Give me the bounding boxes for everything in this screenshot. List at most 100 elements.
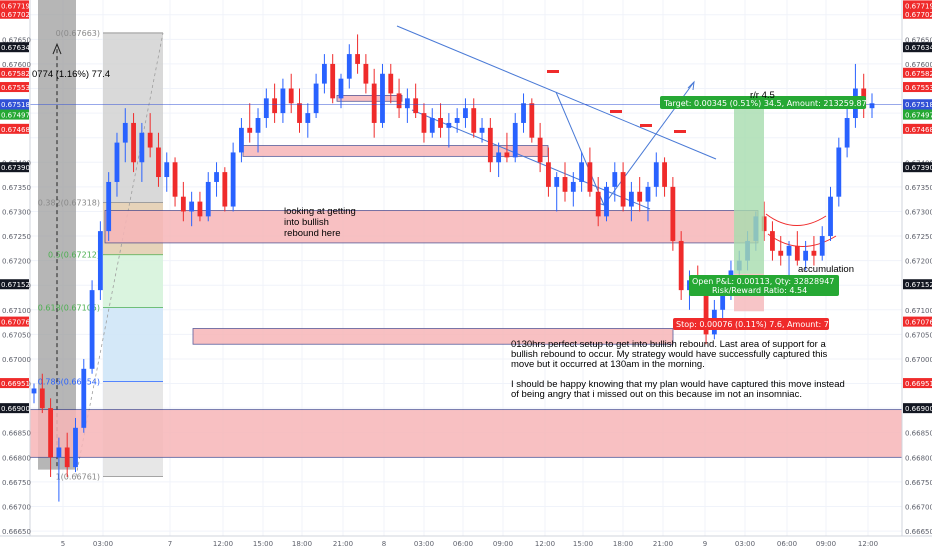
candle-body xyxy=(180,196,186,212)
price-tag: 0.67719 xyxy=(905,2,932,10)
time-tick: 06:00 xyxy=(777,540,797,548)
time-tick: 06:00 xyxy=(453,540,473,548)
price-tag: 0.67702 xyxy=(905,11,932,19)
time-tick: 09:00 xyxy=(816,540,836,548)
candle-body xyxy=(645,186,651,202)
open-pnl-label: Open P&L: 0.00113, Qty: 32828947 xyxy=(692,277,834,286)
price-tag-box xyxy=(0,0,29,11)
price-tag-box xyxy=(903,123,932,134)
time-tick: 12:00 xyxy=(858,540,878,548)
price-tag: 0.66900 xyxy=(905,405,932,413)
time-tick: 15:00 xyxy=(253,540,273,548)
price-tick: 0.67600 xyxy=(905,61,932,69)
candle-body xyxy=(869,103,875,109)
candle-body xyxy=(371,83,377,123)
price-tag-box xyxy=(0,42,29,53)
candle-body xyxy=(305,113,311,123)
price-tag-box xyxy=(0,279,29,290)
price-tick: 0.67300 xyxy=(2,208,31,216)
time-tick: 03:00 xyxy=(735,540,755,548)
candle-body xyxy=(280,88,286,114)
candle-body xyxy=(31,388,37,394)
candle-body xyxy=(778,250,784,256)
candle-body xyxy=(678,240,684,291)
candle-body xyxy=(89,290,95,369)
candle-body xyxy=(521,103,526,123)
candle-body xyxy=(770,231,775,251)
price-tag: 0.67390 xyxy=(905,164,932,172)
arrow-head xyxy=(687,80,695,91)
candle-body xyxy=(197,201,203,217)
price-tick: 0.67650 xyxy=(2,36,31,44)
candle-body xyxy=(122,122,128,143)
candle-body xyxy=(288,88,294,104)
stop-label: Stop: 0.00076 (0.11%) 7.6, Amount: 75050 xyxy=(676,320,849,329)
price-tag-box xyxy=(0,99,29,110)
candle-body xyxy=(653,162,659,187)
candle-body xyxy=(570,181,576,192)
price-tick: 0.67100 xyxy=(905,307,932,315)
zone-box xyxy=(104,210,759,244)
candle-body xyxy=(396,93,402,109)
candle-body xyxy=(263,98,269,119)
candle-body xyxy=(811,250,817,256)
price-tag: 0.67518 xyxy=(1,101,30,109)
candle-body xyxy=(670,186,676,241)
price-tag: 0.67582 xyxy=(905,70,932,78)
time-tick: 18:00 xyxy=(613,540,633,548)
price-tick: 0.67000 xyxy=(2,356,31,364)
left-price-axis: 0.676500.676000.674000.673500.673000.672… xyxy=(0,0,31,536)
time-tick: 09:00 xyxy=(493,540,513,548)
price-tag: 0.67468 xyxy=(905,126,932,134)
candle-body xyxy=(720,290,726,310)
price-tick: 0.66850 xyxy=(2,430,31,438)
trend-line xyxy=(411,109,651,210)
candle-body xyxy=(537,137,543,163)
candle-body xyxy=(413,98,419,114)
time-axis: 5 03:00 7 12:00 15:00 18:00 21:00 8 03:00 06:00 09… xyxy=(0,535,932,550)
price-tag: 0.67076 xyxy=(1,319,30,327)
target-label: Target: 0.00345 (0.51%) 34.5, Amount: 21… xyxy=(663,99,867,108)
marker-dash xyxy=(610,110,622,113)
candle-body xyxy=(388,73,394,94)
candle-body xyxy=(612,172,618,187)
price-tag: 0.67634 xyxy=(1,44,30,52)
fib-level-label: 0.786(0.66954) xyxy=(38,378,100,387)
price-tag-box xyxy=(903,162,932,173)
marker-dash xyxy=(547,70,559,73)
price-tick: 0.67300 xyxy=(905,208,932,216)
price-tick: 0.66800 xyxy=(2,454,31,462)
time-tick: 7 xyxy=(168,540,172,548)
long-position: Target: 0.00345 (0.51%) 34.5, Amount: 21… xyxy=(660,96,867,330)
candle-body xyxy=(496,152,502,163)
candle-body xyxy=(355,54,360,64)
note-line: move but it occurred at 130am in the mor… xyxy=(511,359,705,370)
candle-body xyxy=(255,118,261,133)
price-tag: 0.66900 xyxy=(1,405,30,413)
time-tick: 03:00 xyxy=(414,540,434,548)
candle-body xyxy=(338,78,344,99)
candle-body xyxy=(628,191,634,207)
time-tick: 18:00 xyxy=(292,540,312,548)
price-tag-box xyxy=(0,8,29,19)
price-tick: 0.67200 xyxy=(2,258,31,266)
zone-box xyxy=(29,409,903,458)
candle-body xyxy=(172,162,178,197)
price-tick: 0.67000 xyxy=(905,356,932,364)
rr-note: r/r 4.5 xyxy=(750,90,775,101)
price-tag-box xyxy=(903,279,932,290)
price-tag-box xyxy=(903,67,932,78)
candle-body xyxy=(587,162,593,192)
price-tag-box xyxy=(903,316,932,327)
candle-body xyxy=(272,98,278,114)
candle-body xyxy=(39,388,45,409)
candle-body xyxy=(637,191,643,202)
candle-body xyxy=(454,118,460,123)
price-tick: 0.66650 xyxy=(905,528,932,536)
stop-label-box xyxy=(673,318,829,330)
candle-body xyxy=(106,181,112,232)
zones xyxy=(29,94,903,458)
price-tag: 0.67634 xyxy=(905,44,932,52)
